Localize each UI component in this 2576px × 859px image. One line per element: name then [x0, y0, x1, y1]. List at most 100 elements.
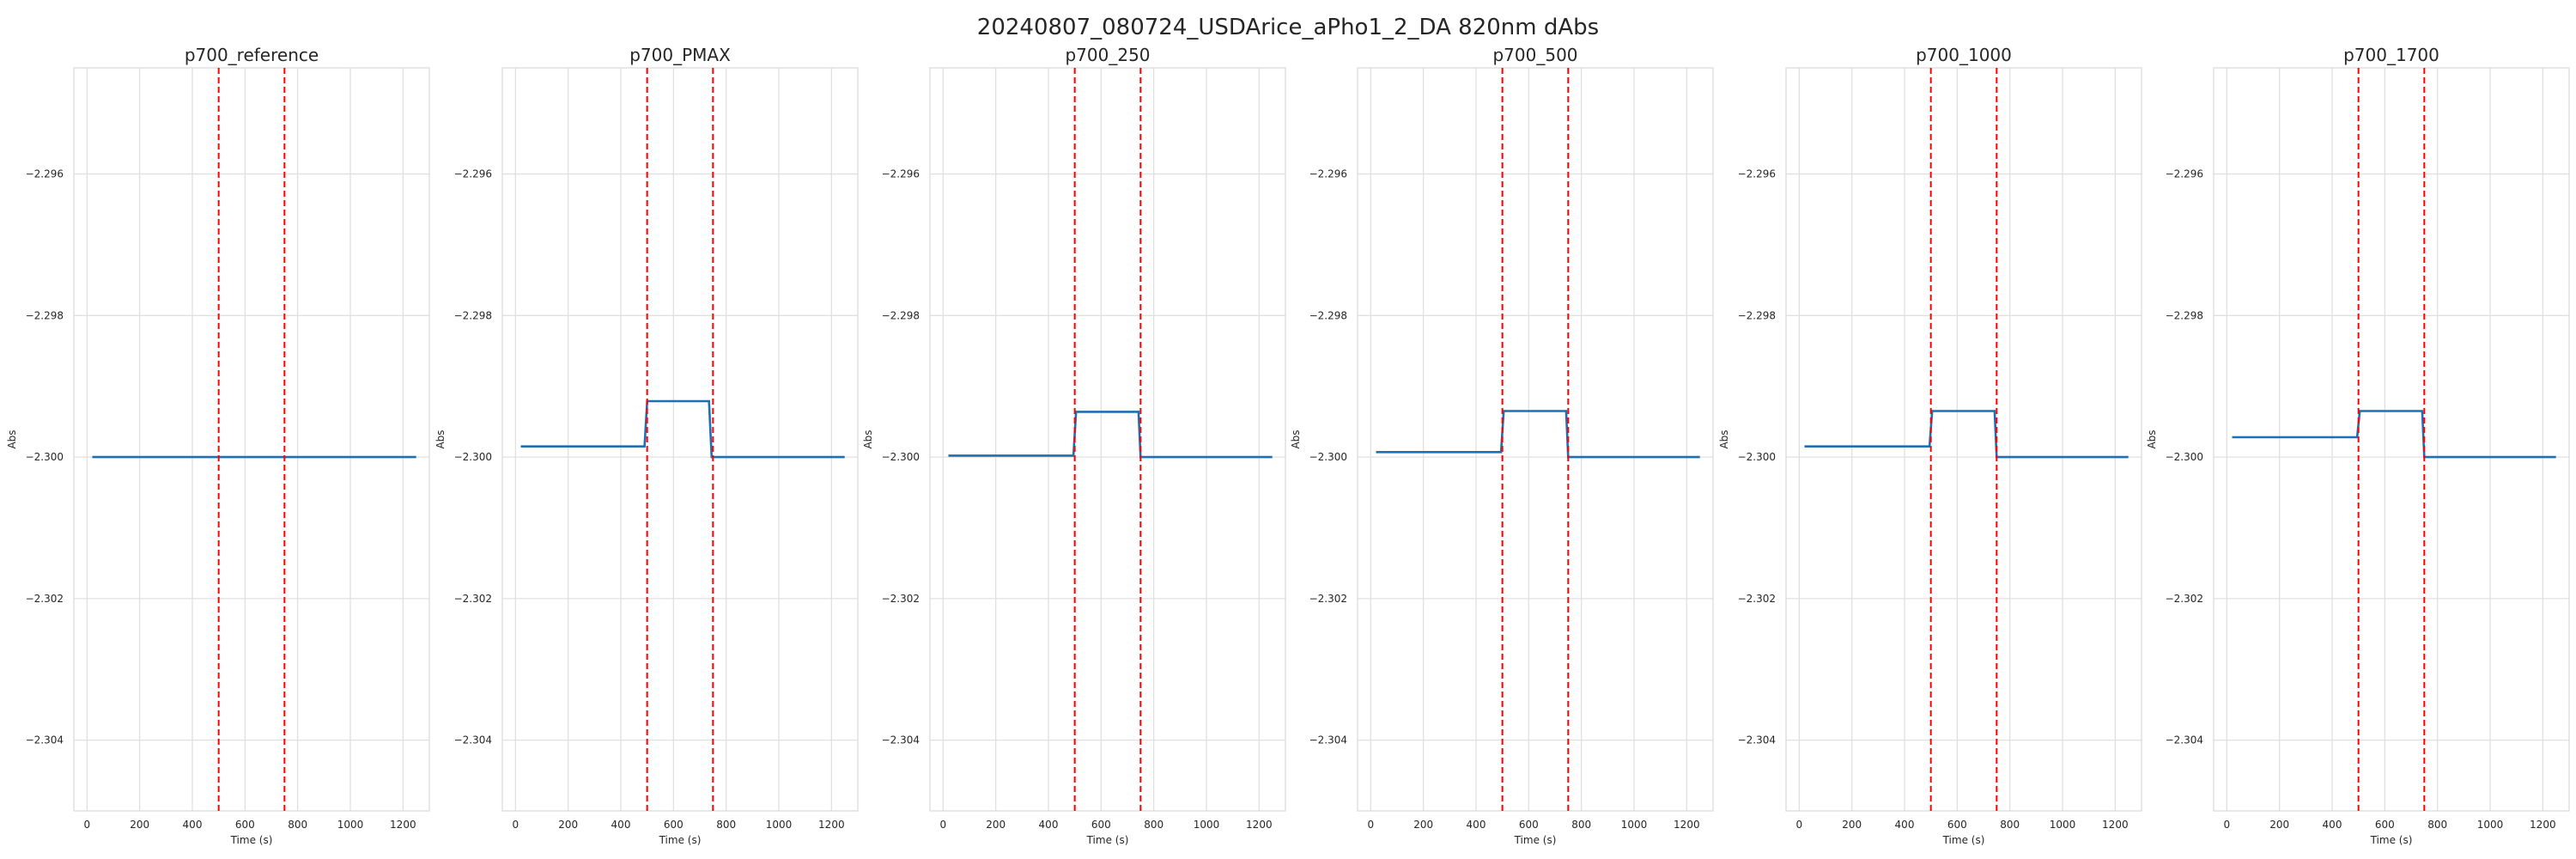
x-tick-label: 1000 [1621, 819, 1648, 831]
x-tick-label: 200 [130, 819, 149, 831]
x-tick-label: 1200 [390, 819, 416, 831]
x-tick-label: 1200 [818, 819, 845, 831]
y-tick-label: −2.298 [882, 309, 920, 321]
subplot-4: p700_500 0 200 400 600 800 1000 1200 −2.304 −2.30… [1290, 45, 1714, 846]
x-tick-label: 0 [940, 819, 947, 831]
y-tick-label: −2.304 [882, 734, 920, 746]
x-tick-label: 1200 [2530, 819, 2556, 831]
y-tick-label: −2.298 [2166, 309, 2203, 321]
x-tick-label: 400 [1467, 819, 1486, 831]
x-tick-label: 400 [2323, 819, 2342, 831]
y-tick-label: −2.302 [26, 593, 64, 605]
x-tick-label: 800 [288, 819, 307, 831]
y-tick-label: −2.304 [1309, 734, 1347, 746]
y-tick-label: −2.302 [2166, 593, 2203, 605]
x-tick-label: 1200 [2102, 819, 2129, 831]
x-tick-label: 200 [1842, 819, 1862, 831]
y-tick-label: −2.300 [1309, 451, 1347, 463]
x-tick-label: 800 [716, 819, 736, 831]
y-tick-label: −2.300 [454, 451, 492, 463]
subplot-6: p700_1700 0 200 400 600 800 1000 1200 −2.304 −2.3… [2146, 45, 2570, 846]
y-tick-label: −2.296 [454, 168, 492, 180]
x-tick-label: 1000 [1194, 819, 1220, 831]
y-tick-label: −2.296 [1309, 168, 1347, 180]
series-line [948, 411, 1273, 459]
y-tick-label: −2.302 [882, 593, 920, 605]
y-axis-label: Abs [1718, 430, 1730, 448]
y-tick-label: −2.296 [2166, 168, 2203, 180]
x-axis-label: Time (s) [1942, 834, 1985, 846]
subplot-title: p700_1700 [2343, 45, 2439, 65]
x-tick-label: 200 [1413, 819, 1433, 831]
y-tick-label: −2.302 [454, 593, 492, 605]
y-tick-label: −2.298 [26, 309, 64, 321]
x-axis-label: Time (s) [230, 834, 273, 846]
y-axis-label: Abs [1290, 430, 1302, 448]
x-tick-label: 1000 [766, 819, 793, 831]
y-tick-label: −2.304 [26, 734, 64, 746]
y-tick-label: −2.300 [26, 451, 64, 463]
y-axis-label: Abs [2146, 430, 2158, 448]
x-tick-label: 0 [1368, 819, 1375, 831]
x-tick-label: 400 [1039, 819, 1059, 831]
x-tick-label: 800 [1571, 819, 1591, 831]
x-tick-label: 600 [1091, 819, 1111, 831]
x-tick-label: 1200 [1674, 819, 1700, 831]
subplot-grid: p700_reference 0 200 400 600 800 1000 1200 −2.30… [6, 45, 2570, 846]
x-tick-label: 0 [513, 819, 519, 831]
subplot-title: p700_1000 [1916, 45, 2012, 65]
x-tick-label: 0 [84, 819, 91, 831]
subplot-title: p700_reference [185, 45, 319, 65]
x-tick-label: 400 [1895, 819, 1915, 831]
plot-frame [73, 67, 430, 812]
x-tick-label: 800 [2427, 819, 2447, 831]
plot-frame [1785, 67, 2142, 812]
y-tick-label: −2.302 [1309, 593, 1347, 605]
y-axis-label: Abs [6, 430, 18, 448]
x-axis-label: Time (s) [659, 834, 702, 846]
series-line [1804, 410, 2129, 459]
x-axis-label: Time (s) [1514, 834, 1557, 846]
x-tick-label: 600 [1947, 819, 1967, 831]
y-tick-label: −2.304 [1738, 734, 1776, 746]
plot-frame [2213, 67, 2570, 812]
subplot-title: p700_PMAX [629, 45, 731, 65]
x-tick-label: 1000 [337, 819, 364, 831]
plot-frame [1357, 67, 1714, 812]
series-line [1376, 410, 1700, 459]
series-line [520, 399, 845, 459]
x-tick-label: 400 [183, 819, 203, 831]
x-tick-label: 0 [1796, 819, 1803, 831]
x-axis-label: Time (s) [1086, 834, 1129, 846]
x-tick-label: 600 [664, 819, 683, 831]
x-tick-label: 600 [2375, 819, 2395, 831]
subplot-title: p700_500 [1492, 45, 1577, 65]
y-tick-label: −2.298 [454, 309, 492, 321]
y-tick-label: −2.300 [1738, 451, 1776, 463]
plot-frame [501, 67, 859, 812]
x-tick-label: 1200 [1246, 819, 1273, 831]
x-tick-label: 800 [2000, 819, 2020, 831]
x-tick-label: 200 [986, 819, 1005, 831]
y-axis-label: Abs [862, 430, 874, 448]
x-tick-label: 1000 [2477, 819, 2504, 831]
y-tick-label: −2.304 [454, 734, 492, 746]
figure-title: 20240807_080724_USDArice_aPho1_2_DA 820n… [977, 15, 1599, 40]
y-tick-label: −2.296 [26, 168, 64, 180]
series-line [2232, 410, 2556, 459]
x-tick-label: 200 [558, 819, 578, 831]
subplot-2: p700_PMAX 0 200 400 600 800 1000 1200 −2.304 −2.3… [434, 45, 859, 846]
x-tick-label: 1000 [2050, 819, 2076, 831]
subplot-1: p700_reference 0 200 400 600 800 1000 1200 −2.30… [6, 45, 430, 846]
y-tick-label: −2.296 [1738, 168, 1776, 180]
y-tick-label: −2.298 [1309, 309, 1347, 321]
x-axis-label: Time (s) [2370, 834, 2413, 846]
x-tick-label: 600 [235, 819, 255, 831]
plot-frame [929, 67, 1286, 812]
y-tick-label: −2.296 [882, 168, 920, 180]
subplot-3: p700_250 0 200 400 600 800 1000 1200 −2.304 −2.30… [862, 45, 1286, 846]
y-axis-label: Abs [434, 430, 447, 448]
y-tick-label: −2.302 [1738, 593, 1776, 605]
x-tick-label: 800 [1144, 819, 1163, 831]
